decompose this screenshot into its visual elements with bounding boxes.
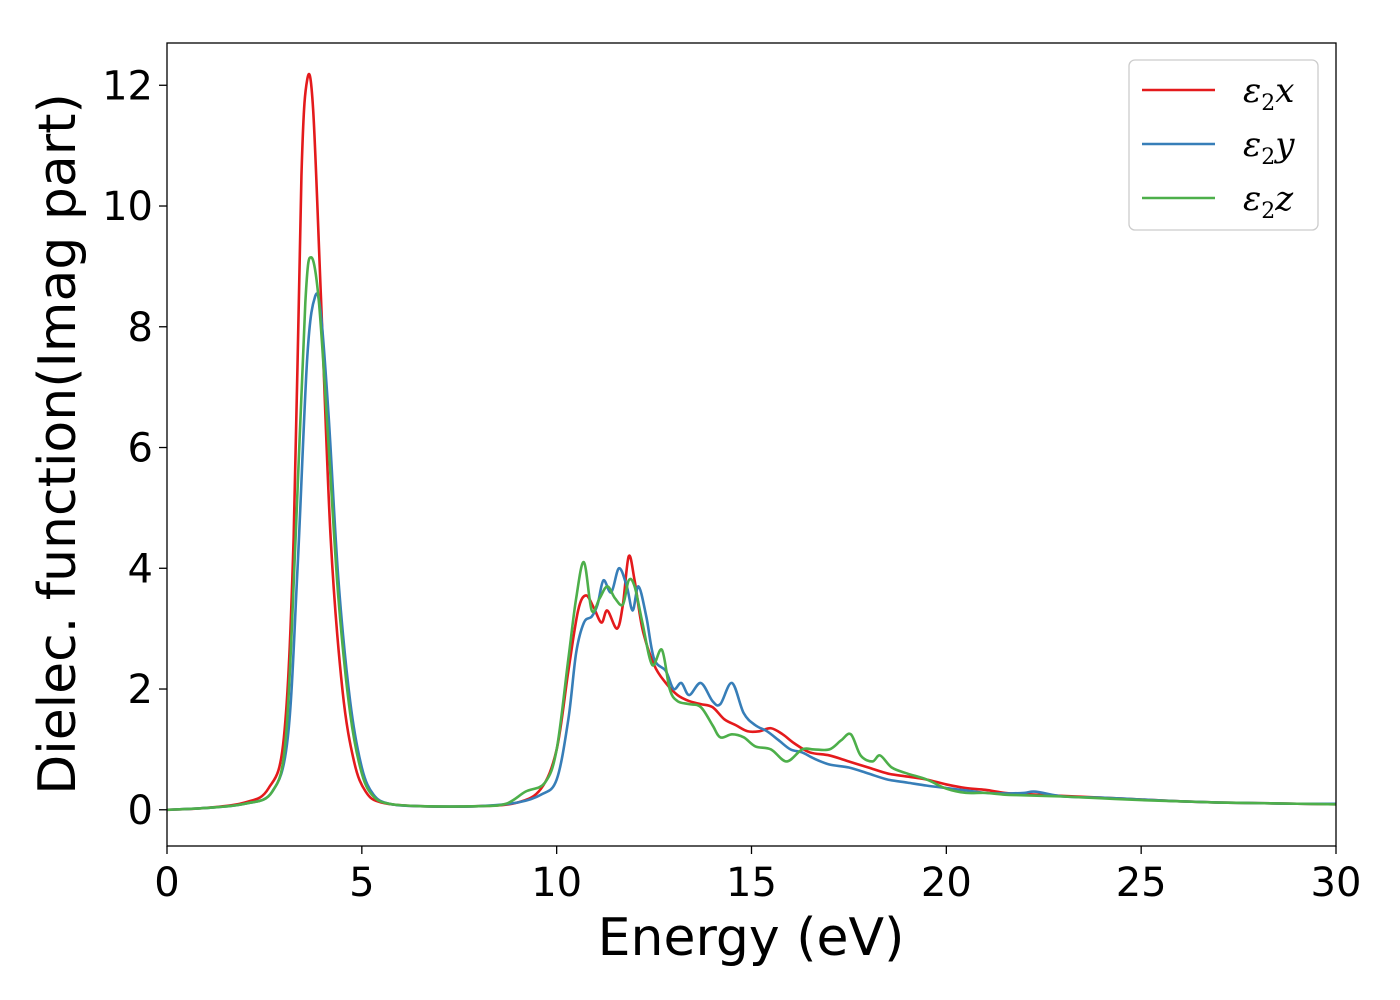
series-line-z — [167, 256, 1336, 812]
series-layer — [167, 72, 1336, 812]
x-axis-ticks: 0 5 10 15 20 25 30 — [154, 846, 1361, 906]
x-tick-label: 30 — [1311, 860, 1362, 906]
legend-label-y: ε2y — [1243, 125, 1295, 170]
plot-area — [166, 42, 1337, 847]
y-axis-label: Dielec. function(Imag part) — [28, 93, 88, 795]
x-tick-label: 10 — [531, 860, 582, 906]
y-tick-label: 0 — [128, 788, 153, 834]
legend-label-z: ε2z — [1243, 179, 1294, 224]
legend-box — [1128, 59, 1319, 231]
legend: ε2x ε2y ε2z — [1128, 59, 1319, 231]
x-tick-label: 25 — [1116, 860, 1167, 906]
y-tick-label: 2 — [128, 667, 153, 713]
y-axis-ticks: 0 2 4 6 8 10 12 — [102, 63, 167, 834]
series-line-y — [167, 292, 1336, 812]
y-tick-label: 4 — [128, 546, 153, 592]
x-tick-label: 15 — [726, 860, 777, 906]
y-tick-label: 8 — [128, 305, 153, 351]
x-tick-label: 20 — [921, 860, 972, 906]
x-tick-label: 0 — [154, 860, 179, 906]
legend-label-x: ε2x — [1243, 71, 1294, 116]
y-tick-label: 12 — [102, 63, 153, 109]
y-tick-label: 6 — [128, 426, 153, 472]
x-tick-label: 5 — [349, 860, 374, 906]
x-axis-label: Energy (eV) — [598, 908, 905, 968]
y-tick-label: 10 — [102, 184, 153, 230]
